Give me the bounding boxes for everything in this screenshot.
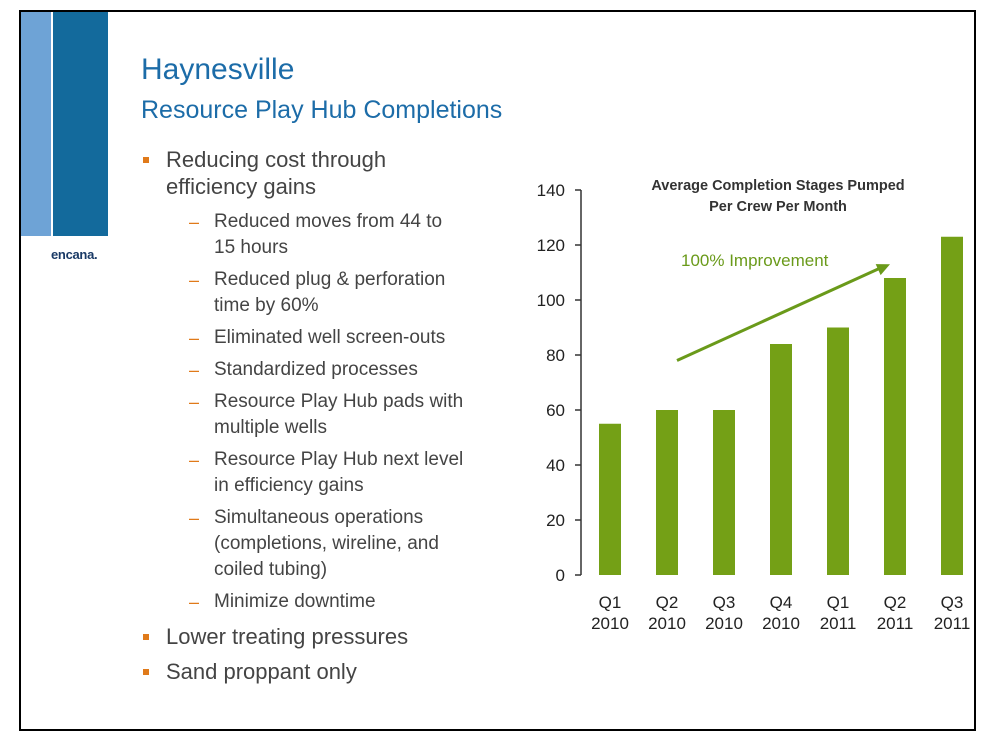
x-tick-label: 2011: [934, 614, 971, 633]
sub-bullet-text-line: 15 hours: [214, 237, 288, 258]
bullet-text-line: Reducing cost through: [166, 147, 387, 172]
y-tick-label: 40: [546, 456, 565, 475]
sub-bullet-item: – Reduced plug & perforation time by 60%: [141, 267, 521, 319]
annotation-arrow-head: [875, 264, 890, 276]
x-tick-label: 2011: [877, 614, 914, 633]
bullet-text-line: Lower treating pressures: [166, 624, 409, 649]
bar: [884, 278, 906, 575]
y-tick-label: 0: [556, 566, 565, 585]
sub-bullet-item: – Eliminated well screen-outs: [141, 325, 521, 351]
slide: encana. Haynesville Resource Play Hub Co…: [19, 10, 976, 731]
bullet-text-line: efficiency gains: [166, 174, 317, 199]
sub-bullet-dash: –: [189, 270, 200, 290]
sub-bullet-dash: –: [189, 328, 200, 348]
bar-chart: Average Completion Stages Pumped Per Crew…: [521, 162, 971, 642]
y-tick-label: 120: [537, 236, 565, 255]
sub-bullet-text-line: multiple wells: [214, 417, 327, 438]
sub-bullet-text-line: time by 60%: [214, 295, 319, 316]
sub-bullet-item: – Minimize downtime: [141, 589, 521, 615]
bullet-list: Reducing cost through efficiency gains – Re…: [141, 146, 521, 685]
sub-bullet-item: – Resource Play Hub next level in efficien…: [141, 447, 521, 499]
y-tick-label: 80: [546, 346, 565, 365]
chart-title-line: Average Completion Stages Pumped: [651, 178, 904, 194]
bar: [599, 423, 621, 575]
bar: [770, 344, 792, 575]
accent-bar-dark: [53, 12, 108, 236]
sub-bullet-item: – Resource Play Hub pads with multiple wel…: [141, 389, 521, 441]
sub-bullet-dash: –: [189, 360, 200, 380]
sub-bullet-dash: –: [189, 212, 200, 232]
chart-svg: Average Completion Stages Pumped Per Crew…: [537, 178, 971, 633]
x-tick-label: Q2: [656, 593, 679, 612]
bullet-item: Lower treating pressures: [141, 623, 521, 650]
sub-bullet-item: – Simultaneous operations (completions, wi…: [141, 505, 521, 583]
sub-bullet-item: – Reduced moves from 44 to 15 hours: [141, 209, 521, 261]
annotation-arrow-shaft: [676, 265, 883, 362]
x-tick-label: 2010: [648, 614, 686, 633]
x-tick-label: Q4: [770, 593, 793, 612]
sub-bullet-dash: –: [189, 592, 200, 612]
x-tick-label: Q3: [941, 593, 964, 612]
bullet-marker: [143, 634, 149, 640]
sub-bullet-text-line: (completions, wireline, and: [214, 533, 439, 554]
sub-bullet-text-line: Resource Play Hub next level: [214, 449, 464, 470]
sub-bullet-dash: –: [189, 508, 200, 528]
x-tick-label: 2010: [762, 614, 800, 633]
y-tick-label: 20: [546, 511, 565, 530]
bar: [713, 410, 735, 575]
x-tick-label: Q1: [599, 593, 622, 612]
sub-bullet-text-line: Eliminated well screen-outs: [214, 327, 446, 348]
bar: [941, 236, 963, 575]
y-tick-label: 60: [546, 401, 565, 420]
sub-bullet-dash: –: [189, 450, 200, 470]
accent-bar-light: [21, 12, 51, 236]
sub-bullet-text-line: Minimize downtime: [214, 591, 376, 612]
y-tick-label: 140: [537, 181, 565, 200]
sub-bullet-item: – Standardized processes: [141, 357, 521, 383]
x-tick-label: 2010: [591, 614, 629, 633]
y-tick-label: 100: [537, 291, 565, 310]
annotation-label: 100% Improvement: [681, 251, 829, 270]
sub-bullet-text-line: Simultaneous operations: [214, 507, 424, 528]
x-tick-label: Q3: [713, 593, 736, 612]
bullet-item: Sand proppant only: [141, 658, 521, 685]
sub-bullet-text-line: Reduced plug & perforation: [214, 269, 446, 290]
sub-bullet-text-line: in efficiency gains: [214, 475, 364, 496]
sub-bullet-text-line: Standardized processes: [214, 359, 418, 380]
sub-bullet-text-line: coiled tubing): [214, 559, 328, 580]
bullet-marker: [143, 157, 149, 163]
encana-logo: encana.: [51, 247, 98, 262]
chart-title-line: Per Crew Per Month: [709, 199, 847, 215]
slide-title: Haynesville: [141, 53, 295, 86]
sub-bullet-text-line: Resource Play Hub pads with: [214, 391, 464, 412]
sub-bullet-dash: –: [189, 392, 200, 412]
bullet-item: Reducing cost through efficiency gains: [141, 146, 521, 200]
slide-subtitle: Resource Play Hub Completions: [141, 96, 503, 124]
x-tick-label: Q1: [827, 593, 850, 612]
bullet-text-line: Sand proppant only: [166, 659, 357, 684]
x-tick-label: 2010: [705, 614, 743, 633]
bar: [656, 410, 678, 575]
bullet-marker: [143, 669, 149, 675]
bar: [827, 327, 849, 575]
x-tick-label: Q2: [884, 593, 907, 612]
sub-bullet-text-line: Reduced moves from 44 to: [214, 211, 443, 232]
x-tick-label: 2011: [820, 614, 857, 633]
